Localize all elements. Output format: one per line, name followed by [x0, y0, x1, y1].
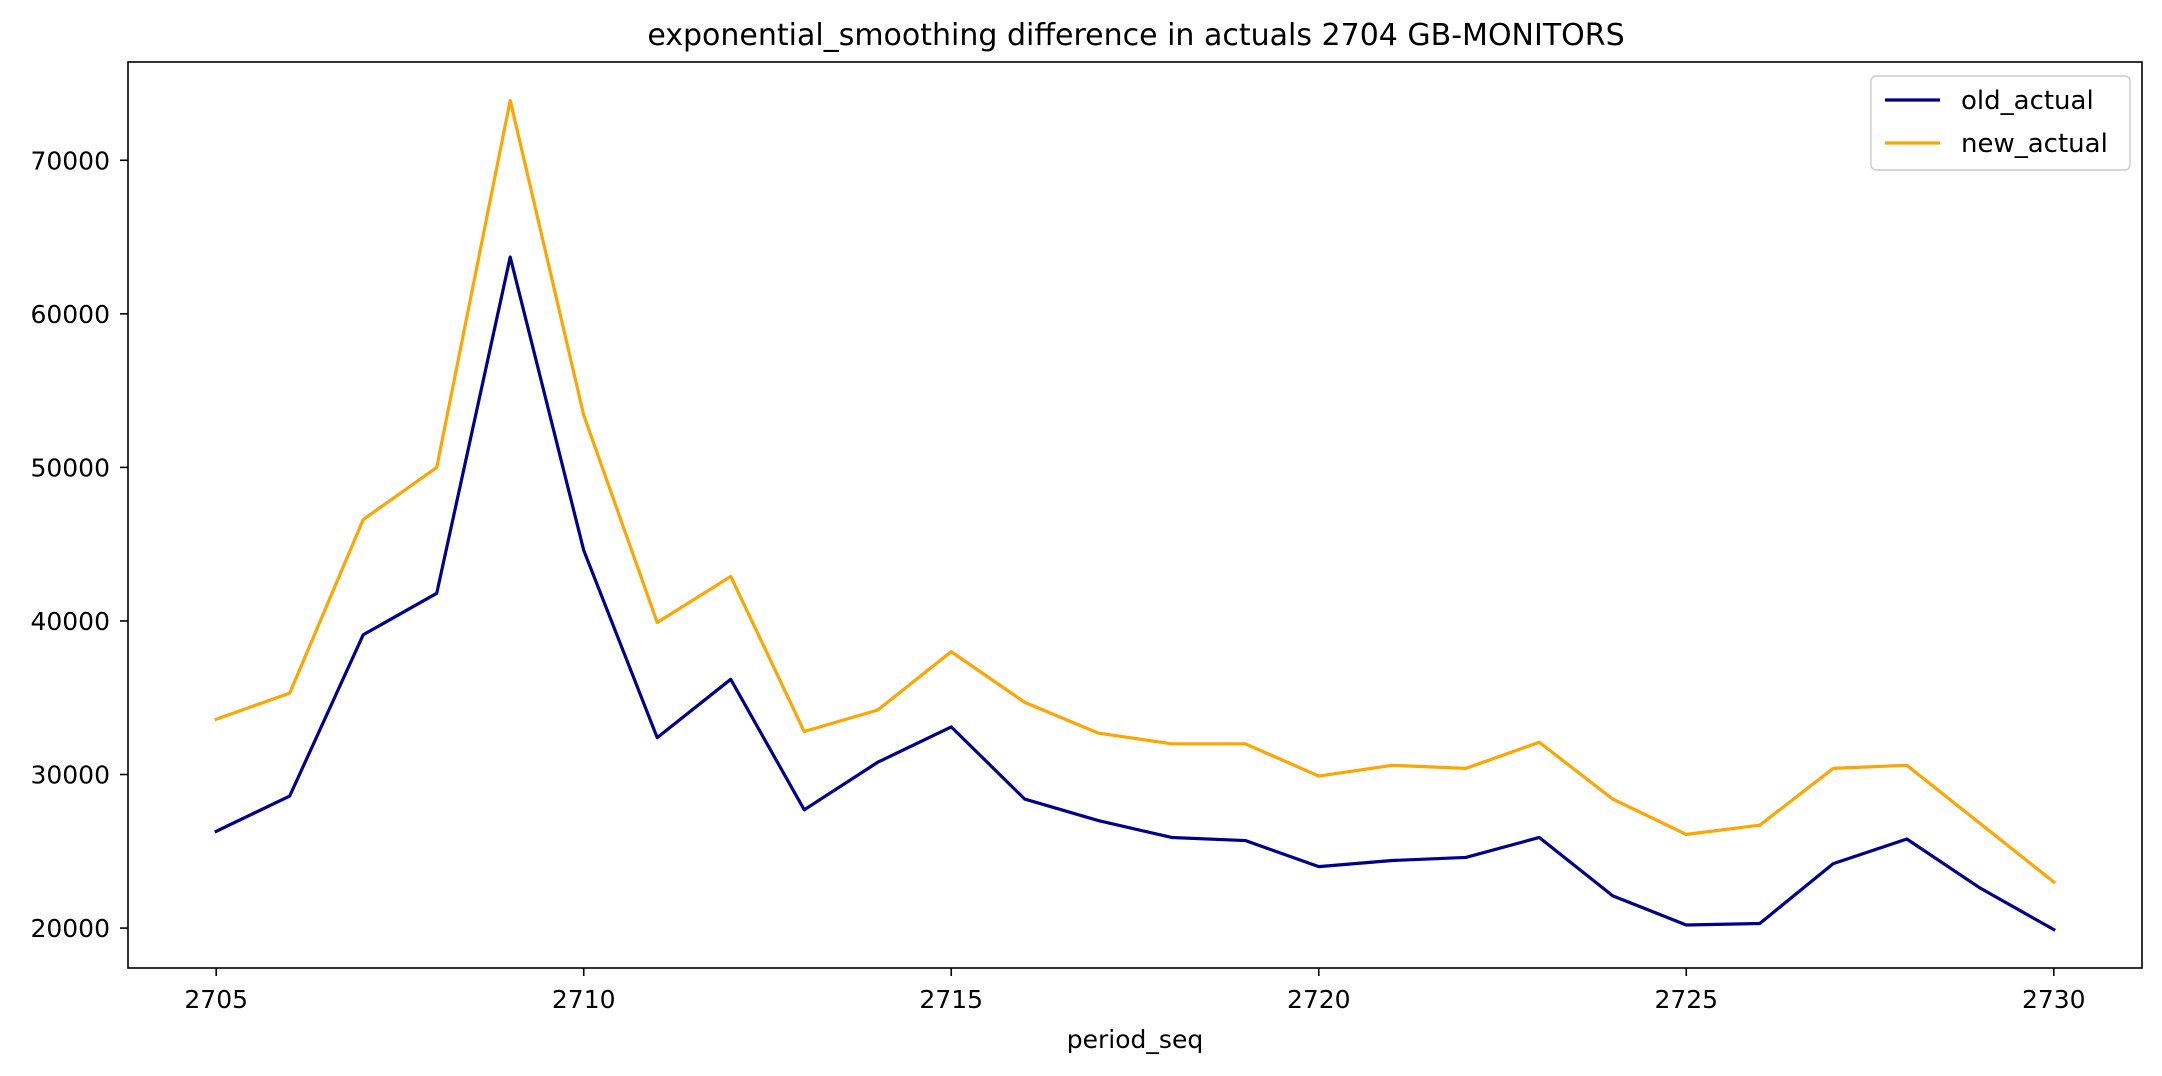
x-tick-label: 2725: [1654, 985, 1718, 1014]
y-tick-label: 20000: [30, 914, 110, 943]
x-axis: 2705 2710 2715 2720 2725 2730: [184, 968, 2086, 1014]
y-tick-label: 40000: [30, 607, 110, 636]
y-tick-label: 50000: [30, 453, 110, 482]
x-axis-label: period_seq: [1067, 1025, 1203, 1054]
chart-title: exponential_smoothing difference in actu…: [647, 18, 1624, 53]
series-line-old-actual: [214, 255, 2056, 932]
legend-label-new-actual: new_actual: [1961, 129, 2108, 159]
x-tick-label: 2720: [1287, 985, 1351, 1014]
y-tick-label: 60000: [30, 300, 110, 329]
series-line-new-actual: [214, 98, 2057, 885]
y-tick-label: 70000: [30, 146, 110, 175]
x-tick-label: 2715: [919, 985, 983, 1014]
y-tick-label: 30000: [30, 761, 110, 790]
x-tick-label: 2730: [2022, 985, 2086, 1014]
x-tick-label: 2705: [184, 985, 248, 1014]
legend-label-old-actual: old_actual: [1961, 86, 2094, 116]
plot-area: [127, 61, 2143, 969]
legend: old_actual new_actual: [1870, 75, 2131, 171]
x-tick-label: 2710: [552, 985, 616, 1014]
series-layer: [214, 98, 2057, 932]
y-axis: 20000 30000 40000 50000 60000 70000: [30, 146, 128, 943]
